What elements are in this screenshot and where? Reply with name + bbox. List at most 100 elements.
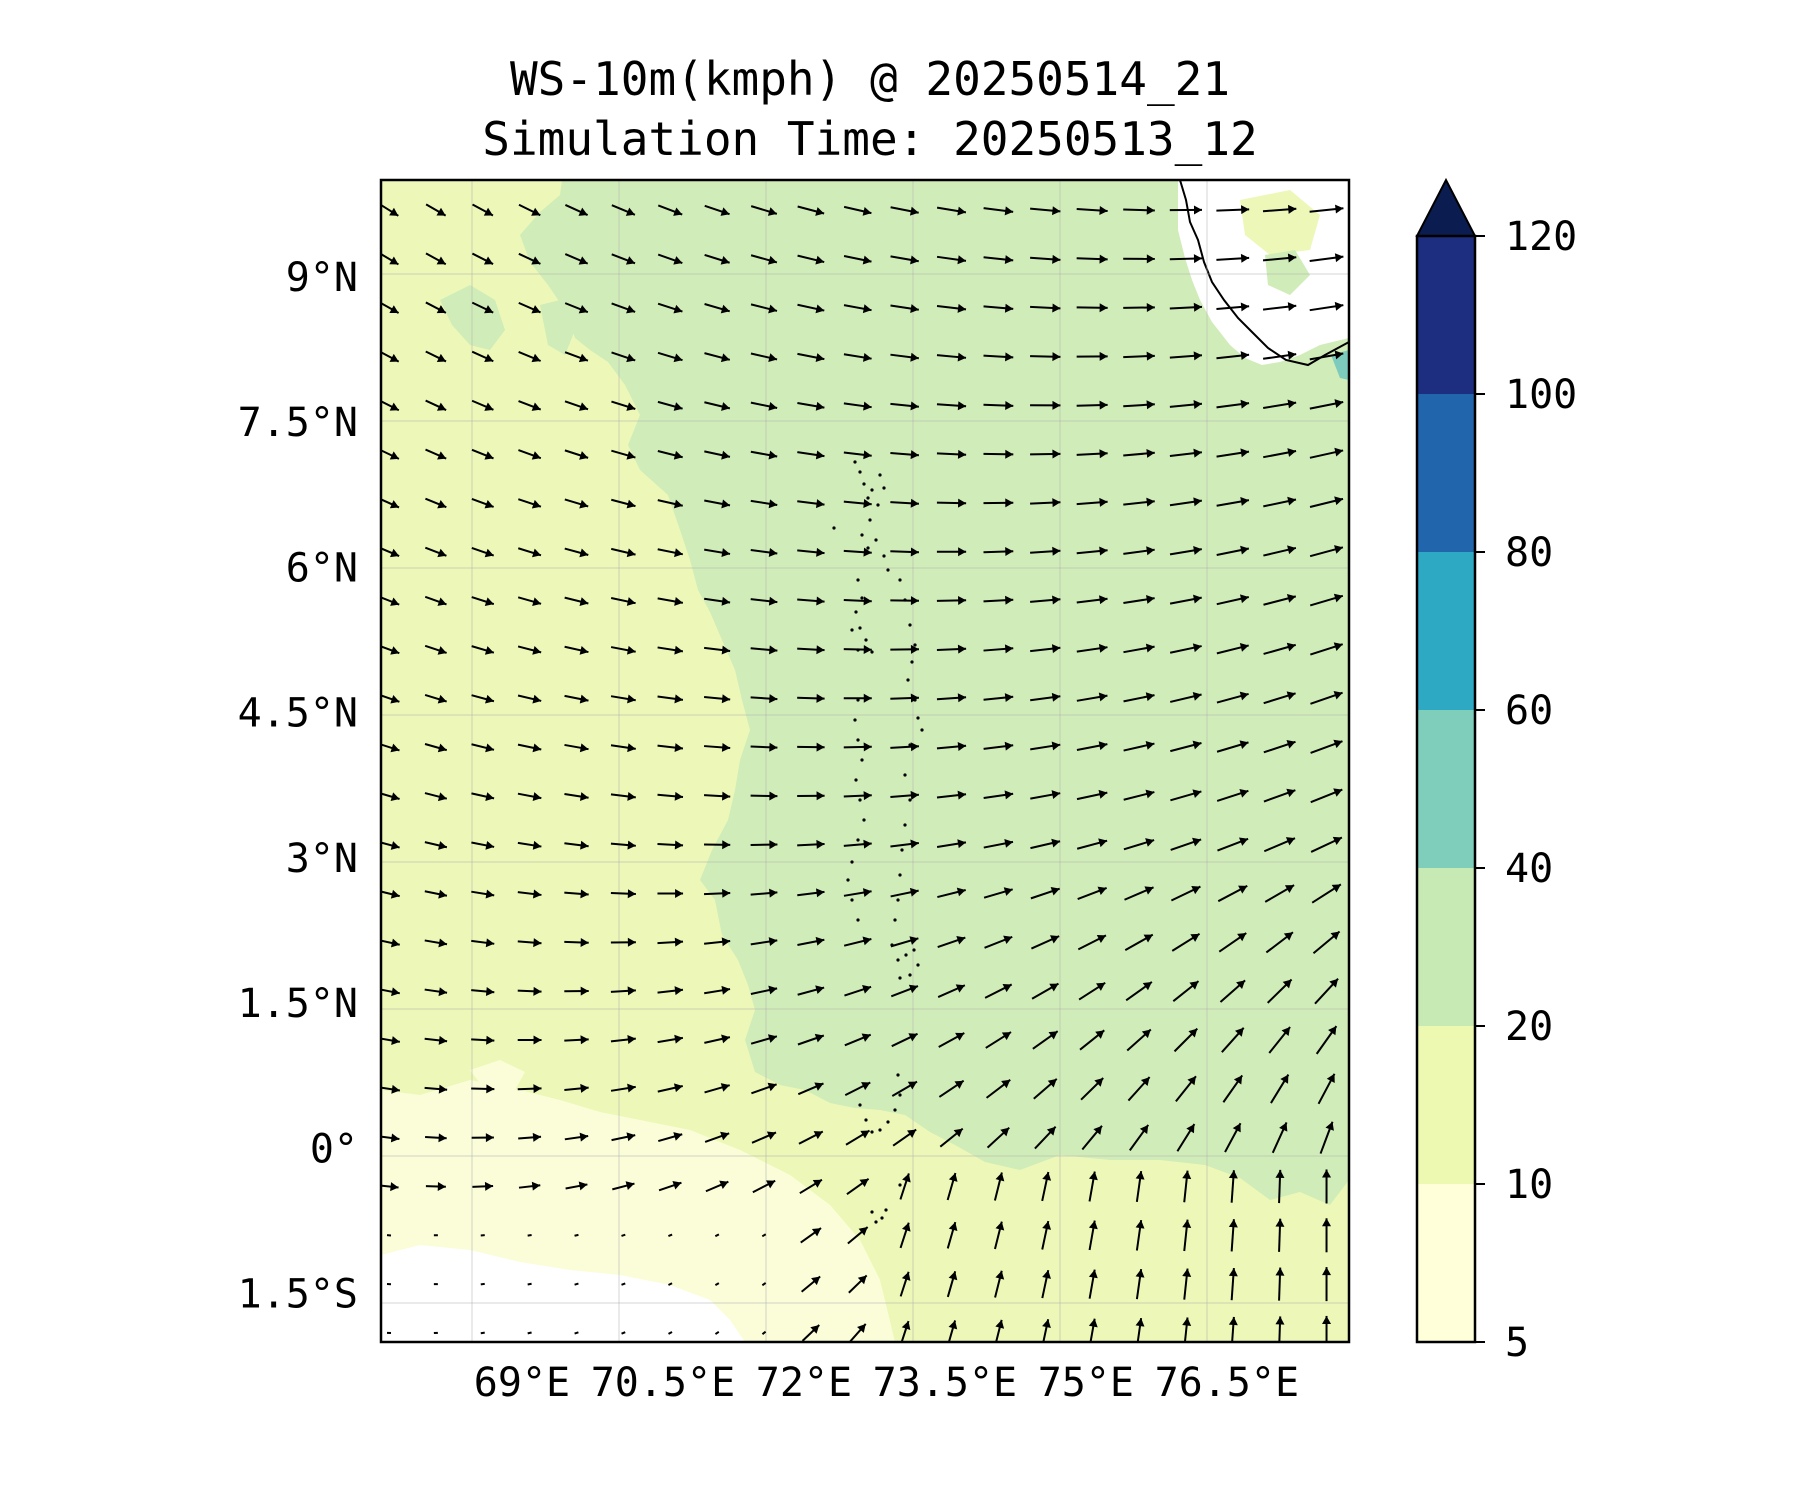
wind-arrow bbox=[657, 937, 684, 947]
wind-arrow bbox=[704, 596, 731, 606]
wind-arrow bbox=[843, 304, 872, 314]
wind-arrow bbox=[574, 1331, 579, 1335]
wind-arrow bbox=[1322, 1169, 1332, 1204]
wind-arrow bbox=[983, 498, 1014, 508]
wind-arrow bbox=[704, 499, 731, 509]
wind-arrow bbox=[1123, 692, 1155, 703]
wind-arrow bbox=[983, 401, 1014, 411]
wind-arrow bbox=[1224, 1122, 1242, 1153]
wind-arrow bbox=[1076, 838, 1108, 850]
wind-arrow bbox=[890, 790, 919, 800]
wind-arrow bbox=[844, 1033, 872, 1047]
wind-arrow bbox=[1030, 303, 1061, 313]
wind-arrow bbox=[890, 401, 919, 411]
wind-arrow bbox=[564, 986, 589, 996]
colorbar-extend-arrow bbox=[1415, 177, 1477, 237]
lat-tick-label: 3°N bbox=[286, 836, 358, 882]
wind-arrow bbox=[1079, 1029, 1105, 1051]
wind-arrow bbox=[1309, 593, 1344, 607]
wind-arrow bbox=[381, 301, 400, 314]
wind-arrow bbox=[936, 303, 967, 313]
wind-arrow bbox=[1041, 1220, 1052, 1250]
wind-arrow bbox=[657, 743, 684, 753]
wind-arrow bbox=[761, 1233, 767, 1238]
wind-arrow bbox=[564, 645, 589, 655]
wind-arrow bbox=[1076, 741, 1108, 751]
wind-arrow bbox=[1216, 789, 1249, 802]
wind-arrow bbox=[517, 889, 542, 899]
coastline bbox=[1179, 180, 1349, 367]
wind-arrow bbox=[1088, 1269, 1098, 1299]
wind-arrow bbox=[425, 1182, 446, 1192]
wind-arrow bbox=[750, 401, 778, 411]
wind-arrow bbox=[471, 694, 495, 704]
wind-arrow bbox=[1030, 498, 1061, 508]
wind-arrow bbox=[750, 548, 778, 557]
wind-arrow bbox=[843, 742, 872, 752]
wind-arrow bbox=[983, 303, 1014, 313]
wind-arrow bbox=[1310, 836, 1343, 853]
wind-arrow bbox=[937, 887, 966, 899]
wind-arrow bbox=[425, 203, 447, 217]
wind-arrow bbox=[1228, 1170, 1238, 1203]
wind-arrow bbox=[1032, 1030, 1059, 1050]
wind-arrow bbox=[471, 987, 495, 996]
wind-arrow bbox=[517, 986, 542, 996]
wind-arrow bbox=[797, 1082, 824, 1096]
wind-arrow bbox=[1228, 1316, 1238, 1342]
wind-arrow bbox=[750, 645, 778, 655]
wind-arrow bbox=[1077, 886, 1107, 900]
wind-arrow bbox=[983, 790, 1014, 800]
wind-arrow bbox=[1310, 642, 1344, 656]
wind-arrow bbox=[704, 401, 731, 411]
lat-tick-label: 9°N bbox=[286, 255, 358, 301]
wind-arrow bbox=[704, 303, 730, 314]
wind-arrow bbox=[611, 253, 636, 265]
wind-arrow bbox=[1127, 1076, 1151, 1102]
wind-arrow bbox=[611, 400, 636, 411]
wind-arrow bbox=[425, 301, 447, 314]
wind-arrow bbox=[424, 938, 448, 948]
lat-tick-label: 7.5°N bbox=[238, 400, 358, 446]
wind-arrow bbox=[610, 743, 636, 753]
wind-arrow bbox=[1222, 1074, 1244, 1103]
wind-arrow bbox=[517, 645, 542, 655]
wind-arrow bbox=[574, 1282, 579, 1286]
wind-arrow bbox=[983, 644, 1014, 654]
wind-arrow bbox=[1123, 205, 1155, 215]
wind-arrow bbox=[668, 1282, 673, 1286]
wind-arrow bbox=[797, 888, 825, 898]
wind-arrow bbox=[471, 840, 495, 850]
wind-arrow bbox=[1076, 497, 1108, 507]
wind-arrow bbox=[657, 302, 683, 314]
wind-arrow bbox=[518, 449, 542, 460]
wind-arrow bbox=[899, 1173, 911, 1200]
wind-arrow bbox=[1030, 838, 1061, 850]
wind-arrow bbox=[518, 351, 542, 363]
wind-arrow bbox=[1078, 981, 1106, 1001]
wind-arrow bbox=[1263, 399, 1297, 409]
wind-arrow bbox=[1270, 1074, 1290, 1104]
wind-arrow bbox=[843, 693, 872, 703]
wind-arrow bbox=[1170, 885, 1201, 902]
wind-arrow bbox=[657, 791, 684, 801]
wind-arrow bbox=[936, 693, 967, 703]
lon-tick-label: 75°E bbox=[1038, 1360, 1134, 1406]
wind-arrow bbox=[891, 1080, 918, 1097]
colorbar-tick-label: 60 bbox=[1505, 688, 1553, 734]
wind-arrow bbox=[849, 1323, 867, 1342]
wind-arrow bbox=[1309, 253, 1344, 263]
wind-arrow bbox=[843, 596, 872, 606]
wind-arrow bbox=[843, 645, 872, 655]
wind-arrow bbox=[983, 595, 1014, 605]
wind-arrow bbox=[657, 204, 683, 216]
wind-arrow bbox=[1309, 301, 1344, 312]
wind-arrow bbox=[564, 253, 589, 265]
wind-arrow bbox=[983, 693, 1014, 703]
wind-arrow bbox=[843, 352, 872, 362]
wind-arrow bbox=[890, 742, 919, 752]
colorbar: 5 10 20 40 60 80 100 120 bbox=[1415, 177, 1577, 1366]
wind-arrow bbox=[800, 1275, 821, 1293]
wind-arrow bbox=[714, 1331, 720, 1335]
colorbar-segment bbox=[1417, 710, 1475, 868]
